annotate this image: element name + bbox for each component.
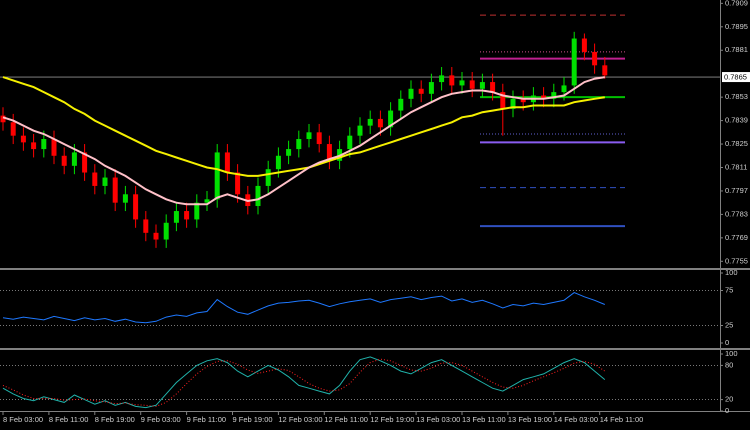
candle-body [571,38,577,86]
candle-body [224,152,230,173]
candle-body [592,51,598,66]
candle-body [286,149,292,156]
last-price-label: 0.7865 [724,73,747,82]
y-tick-label: 0.7909 [725,0,748,7]
y-tick-label: 25 [725,320,733,329]
candle-body [31,142,37,150]
y-tick-label: 0.7755 [725,256,748,265]
candle-body [306,132,312,140]
y-tick-label: 100 [725,268,738,277]
candle-body [20,135,26,143]
candle-body [153,232,159,240]
y-tick-label: 0.7811 [725,162,747,171]
x-tick-label: 8 Feb 11:00 [49,415,88,424]
candle-body [143,219,149,233]
candle-body [541,95,547,99]
candle-body [347,135,353,150]
candle-body [490,82,496,93]
candle-body [561,85,567,93]
x-tick-label: 9 Feb 19:00 [233,415,273,424]
y-tick-label: 0.7797 [725,186,748,195]
y-tick-label: 75 [725,285,733,294]
candle-body [0,115,6,123]
x-tick-label: 13 Feb 11:00 [462,415,506,424]
candle-body [398,98,404,111]
candle-body [92,172,98,186]
candle-body [41,139,47,150]
candle-body [520,98,526,103]
candle-body [408,88,414,99]
candle-body [61,155,67,166]
candle-body [388,110,394,128]
candle-body [551,92,557,99]
candle-body [459,80,465,86]
candle-body [173,211,179,223]
candle-body [133,194,139,220]
candle-body [581,38,587,52]
candle-body [122,194,128,203]
y-tick-label: 0.7839 [725,116,748,125]
candle-body [316,132,322,145]
y-tick-label: 0.7825 [725,139,748,148]
indicator-line [2,356,606,409]
y-tick-label: 0.7881 [725,45,748,54]
candle-body [367,118,373,126]
x-tick-label: 9 Feb 03:00 [141,415,181,424]
candle-body [326,144,332,161]
candle-body [296,139,302,150]
candle-body [204,199,210,203]
candle-body [439,75,445,83]
candle-body [418,88,424,94]
candle-body [51,139,57,156]
y-tick-label: 0 [725,338,729,347]
candle-body [255,185,261,207]
candle-body [510,98,516,109]
x-tick-label: 14 Feb 11:00 [600,415,644,424]
candle-body [265,169,271,186]
candle-body [82,152,88,173]
y-tick-label: 80 [725,360,733,369]
indicator-line [2,76,605,177]
candle-body [71,152,77,166]
candle-body [184,211,190,220]
candle-body [479,82,485,89]
indicator-line [2,292,605,324]
y-tick-label: 20 [725,395,733,404]
candle-body [235,172,241,195]
candle-body [163,222,169,240]
y-tick-label: 0.7853 [725,92,748,101]
indicator-line [2,76,605,206]
candle-body [428,82,434,94]
x-tick-label: 8 Feb 19:00 [95,415,135,424]
candle-body [357,125,363,136]
x-tick-label: 12 Feb 19:00 [370,415,414,424]
candle-body [102,177,108,186]
y-tick-label: 0.7895 [725,22,748,31]
x-tick-label: 9 Feb 11:00 [187,415,226,424]
x-tick-label: 12 Feb 11:00 [324,415,368,424]
candle-body [275,155,281,170]
candle-body [500,92,506,109]
candle-body [469,80,475,89]
candle-body [112,177,118,203]
y-tick-label: 100 [725,349,738,358]
y-tick-label: 0.7769 [725,233,748,242]
candle-body [449,75,455,86]
y-tick-label: 0 [725,406,729,415]
candle-body [194,202,200,220]
y-tick-label: 0.7783 [725,209,748,218]
x-tick-label: 13 Feb 03:00 [416,415,460,424]
candle-body [10,122,16,136]
x-tick-label: 13 Feb 19:00 [508,415,552,424]
candle-body [214,152,220,200]
x-tick-label: 14 Feb 03:00 [554,415,598,424]
candle-body [602,65,608,76]
x-tick-label: 12 Feb 03:00 [278,415,322,424]
last-price-box [722,72,750,83]
x-tick-label: 8 Feb 03:00 [3,415,43,424]
candle-body [377,118,383,128]
